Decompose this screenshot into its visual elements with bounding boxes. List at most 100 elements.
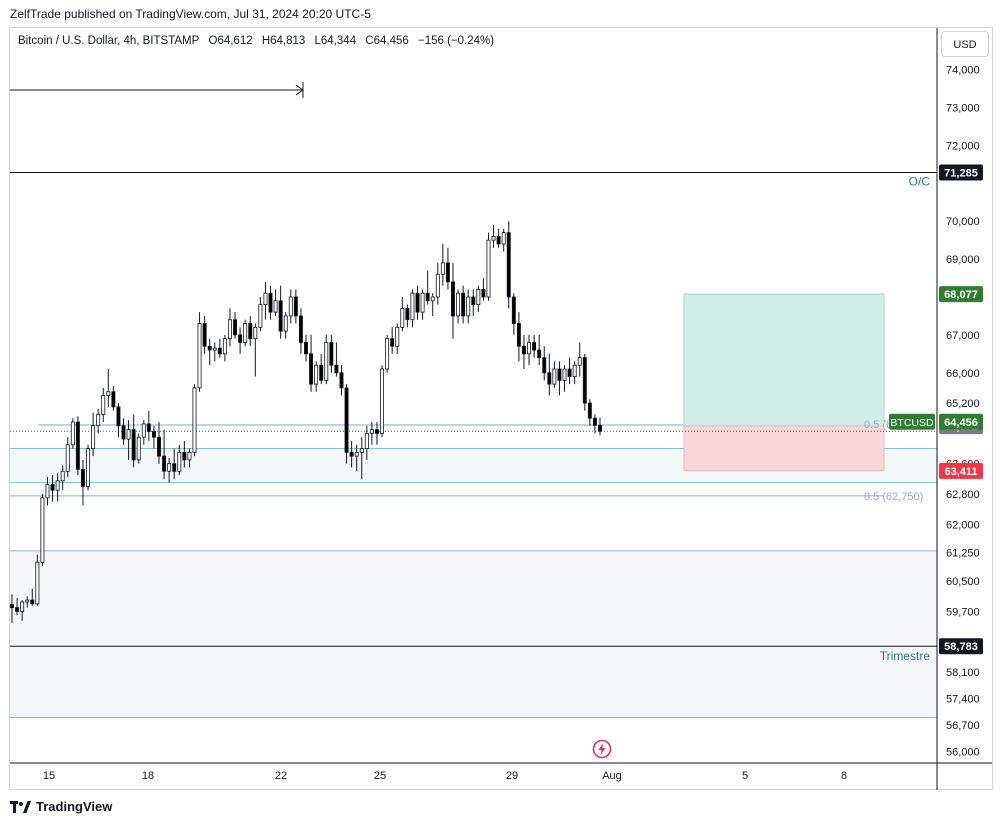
candle-body	[91, 425, 96, 449]
candle-body	[466, 296, 471, 317]
candle-body	[126, 429, 131, 440]
candle-body	[511, 296, 516, 324]
candle-body	[461, 292, 466, 317]
candle-body	[222, 338, 227, 355]
y-tick-label: 61,250	[946, 548, 980, 560]
y-tick-label: 56,000	[946, 747, 980, 759]
candle-body	[60, 470, 65, 482]
candle-body	[65, 444, 70, 472]
stop-price-badge-text: 63,411	[944, 466, 977, 478]
y-tick-label: 60,500	[946, 576, 980, 588]
candle-body	[314, 364, 319, 385]
candle-body	[415, 292, 420, 313]
candle-body	[456, 292, 461, 317]
candle-body	[151, 431, 156, 438]
legend-close: C64,456	[365, 35, 409, 47]
tradingview-logo-icon	[10, 800, 31, 813]
currency-button[interactable]: USD	[941, 31, 989, 57]
candle-body	[344, 387, 349, 453]
candle-body	[577, 357, 582, 366]
candle-body	[359, 448, 364, 453]
candle-body	[491, 235, 496, 241]
candle-body	[86, 448, 91, 487]
x-tick-label: 22	[275, 770, 287, 782]
candle-body	[278, 300, 283, 332]
candle-body	[471, 296, 476, 305]
candle-body	[248, 323, 253, 340]
symbol-tag-text: BTCUSD	[890, 417, 934, 429]
candle-body	[238, 334, 243, 343]
candle-body	[192, 387, 197, 453]
candle-body	[400, 307, 405, 328]
candle-body	[435, 273, 440, 298]
publisher-line: ZelfTrade published on TradingView.com, …	[10, 7, 371, 21]
candle-body	[25, 599, 30, 603]
footer-brand: TradingView	[36, 799, 113, 814]
candle-body	[288, 296, 293, 317]
candle-body	[304, 342, 308, 355]
y-tick-label: 66,000	[946, 368, 980, 380]
candle-body	[141, 423, 146, 438]
x-tick-label: 18	[142, 770, 154, 782]
candle-body	[70, 421, 75, 446]
candle-body	[182, 451, 187, 461]
candle-body	[258, 304, 263, 328]
candle-body	[227, 319, 232, 340]
y-tick-label: 73,000	[946, 103, 980, 115]
candle-body	[20, 601, 25, 612]
y-tick-label: 58,100	[946, 667, 980, 679]
legend-high: H64,813	[261, 35, 306, 47]
tradingview-logo[interactable]: TradingView	[10, 799, 112, 814]
candle-body	[177, 451, 182, 472]
candle-body	[445, 262, 450, 283]
candle-body	[385, 338, 390, 370]
x-tick-label: 15	[43, 770, 55, 782]
candle-body	[339, 372, 344, 389]
candle-body	[592, 417, 597, 426]
candle-body	[496, 235, 501, 245]
candle-body	[131, 429, 136, 461]
candle-body	[55, 480, 60, 491]
y-tick-label: 56,700	[946, 720, 980, 732]
lightning-icon[interactable]	[592, 739, 612, 759]
candle-body	[309, 353, 314, 385]
candle-body	[45, 484, 50, 499]
candle-body	[537, 349, 542, 359]
candle-body	[162, 455, 167, 472]
candle-body	[96, 414, 101, 427]
y-tick-label: 59,700	[946, 606, 980, 618]
loss-zone	[683, 425, 885, 472]
chart-frame	[9, 27, 993, 790]
candle-body	[552, 368, 557, 385]
x-tick-label: Aug	[602, 770, 622, 782]
candle-body	[75, 421, 80, 470]
oc-level-label: O/C	[909, 175, 931, 189]
candle-body	[298, 315, 303, 343]
y-tick-label: 70,000	[946, 216, 980, 228]
candle-body	[476, 289, 481, 305]
stop-price-badge	[939, 462, 983, 479]
oc-price-badge	[939, 164, 983, 181]
candle-body	[420, 292, 425, 313]
trimestre-level-label: Trimestre	[880, 649, 931, 663]
candle-body	[136, 436, 141, 461]
candle-body	[30, 599, 35, 605]
candle-body	[582, 357, 587, 404]
candle-body	[481, 289, 486, 298]
y-tick-label: 74,000	[946, 65, 980, 77]
candle-body	[268, 292, 273, 313]
candle-body	[390, 338, 395, 347]
candle-body	[501, 232, 506, 245]
candle-body	[116, 406, 121, 427]
symbol-tag	[889, 413, 935, 430]
y-tick-label: 62,000	[946, 519, 980, 531]
candle-body	[486, 239, 491, 298]
candle-body	[395, 326, 400, 347]
candle-body	[202, 323, 207, 347]
candle-body	[40, 497, 45, 563]
x-tick-label: 29	[506, 770, 518, 782]
candle-body	[542, 357, 547, 374]
legend-symbol: Bitcoin / U.S. Dollar, 4h, BITSTAMP	[18, 35, 200, 47]
candle-body	[410, 292, 415, 321]
